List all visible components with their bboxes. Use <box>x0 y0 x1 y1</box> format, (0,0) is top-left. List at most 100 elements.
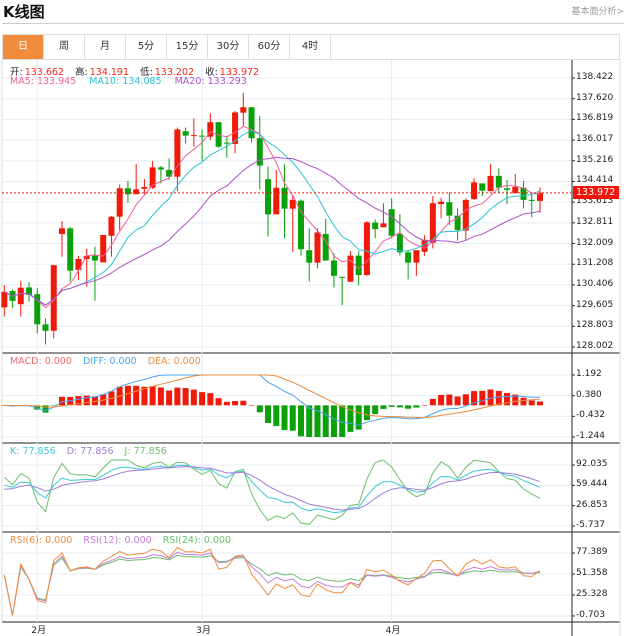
macd-bar <box>273 405 280 427</box>
candle-down <box>405 252 412 263</box>
candle-down <box>248 107 255 139</box>
high-value: 134.191 <box>89 67 130 78</box>
macd-bar <box>462 394 469 406</box>
rsi6-line <box>3 546 541 616</box>
macd-tick-label: -0.432 <box>576 410 606 421</box>
macd-bar <box>199 392 206 406</box>
kdj-tick-label: 26.853 <box>576 499 608 510</box>
fundamental-analysis-link[interactable]: 基本面分析> <box>571 7 624 17</box>
low-value: 133.202 <box>154 67 195 78</box>
macd-bar <box>256 405 263 413</box>
low-label: 低: <box>140 67 153 78</box>
macd-bar <box>289 405 296 431</box>
tab-60min[interactable]: 60分 <box>249 35 290 59</box>
candle-down <box>281 187 288 209</box>
candle-up <box>512 186 519 194</box>
macd-value: MACD: 0.000 <box>10 356 72 367</box>
main-tick-label: 136.017 <box>576 134 614 145</box>
candle-down <box>67 228 74 271</box>
candle-down <box>355 255 362 276</box>
candle-down <box>166 169 173 177</box>
candle-up <box>347 255 354 282</box>
ma10-line <box>4 130 541 306</box>
j-value: J: 77.856 <box>124 446 167 457</box>
rsi-tick-label: 25.328 <box>576 589 608 599</box>
macd-bar <box>520 397 527 406</box>
macd-bar <box>537 401 543 406</box>
period-tabs: 日 周 月 5分 15分 30分 60分 4时 <box>2 34 620 60</box>
macd-bar <box>388 405 395 407</box>
rsi12-line <box>3 551 541 616</box>
main-tick-label: 133.613 <box>576 196 614 207</box>
tab-day[interactable]: 日 <box>3 35 44 59</box>
macd-bar <box>149 386 156 406</box>
main-tick-label: 138.422 <box>576 72 614 82</box>
tab-week[interactable]: 周 <box>44 35 85 59</box>
macd-bar <box>281 405 288 431</box>
candle-down <box>42 324 49 331</box>
high-label: 高: <box>75 67 88 78</box>
tab-5min[interactable]: 5分 <box>126 35 167 59</box>
macd-bar <box>372 405 379 415</box>
x-axis-label: 4月 <box>385 626 401 636</box>
candle-down <box>199 135 206 137</box>
main-tick-label: 131.208 <box>576 258 614 269</box>
tab-15min[interactable]: 15分 <box>167 35 208 59</box>
macd-bar <box>240 400 247 406</box>
macd-bar <box>141 386 148 406</box>
main-tick-label: 130.406 <box>576 278 614 289</box>
rsi-tick-label: -0.703 <box>576 610 606 620</box>
macd-bar <box>396 405 403 408</box>
k-line <box>4 464 541 514</box>
candle-up <box>438 201 445 205</box>
dea-line <box>4 374 541 418</box>
macd-tick-label: 1.192 <box>576 369 602 379</box>
macd-tick-label: 0.380 <box>576 389 602 400</box>
macd-bar <box>339 405 346 437</box>
macd-bar <box>495 391 502 406</box>
macd-bar <box>405 405 412 409</box>
macd-bar <box>207 393 214 406</box>
candle-down <box>339 276 346 278</box>
candle-down <box>446 202 453 216</box>
macd-bar <box>174 387 181 406</box>
d-line <box>4 465 541 511</box>
candle-down <box>26 287 33 295</box>
candle-up <box>314 232 321 263</box>
candle-up <box>429 203 436 243</box>
macd-bar <box>306 405 313 437</box>
main-tick-label: 134.414 <box>576 175 614 186</box>
ma20-line <box>4 156 541 306</box>
diff-line <box>4 374 540 426</box>
ma-legend: MA5: 133.945 MA10: 134.085 MA20: 133.293 <box>10 76 249 87</box>
candle-up <box>363 222 370 276</box>
main-tick-label: 137.620 <box>576 92 614 103</box>
candle-up <box>133 189 140 195</box>
tab-4hour[interactable]: 4时 <box>290 35 331 59</box>
macd-bar <box>413 405 420 408</box>
candle-down <box>388 209 395 236</box>
candle-up <box>421 239 428 252</box>
kdj-tick-label: 92.035 <box>576 459 608 469</box>
open-label: 开: <box>10 67 23 78</box>
macd-bar <box>124 385 131 406</box>
tab-month[interactable]: 月 <box>85 35 126 59</box>
candle-up <box>537 192 543 201</box>
candle-up <box>17 287 24 305</box>
macd-bar <box>421 405 428 406</box>
candle-up <box>108 216 115 236</box>
tab-30min[interactable]: 30分 <box>208 35 249 59</box>
candle-down <box>479 183 486 191</box>
macd-bar <box>454 396 461 406</box>
candle-up <box>58 228 65 234</box>
rsi-tick-label: 51.358 <box>576 568 608 578</box>
x-axis-label: 2月 <box>31 626 46 636</box>
macd-bar <box>215 398 222 406</box>
macd-bar <box>50 405 57 406</box>
candle-up <box>240 107 247 113</box>
candle-down <box>520 187 527 200</box>
macd-bar <box>166 390 173 406</box>
main-tick-label: 128.002 <box>576 341 614 351</box>
diff-value: DIFF: 0.000 <box>82 356 137 367</box>
